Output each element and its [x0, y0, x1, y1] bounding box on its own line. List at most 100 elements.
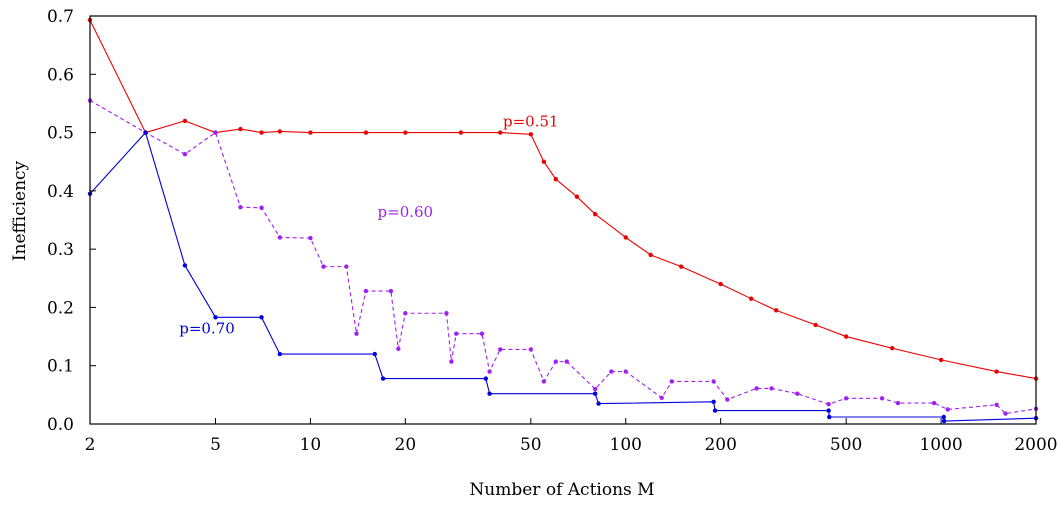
data-point	[259, 205, 264, 210]
data-point	[813, 322, 818, 328]
data-point	[659, 395, 664, 400]
data-point	[679, 264, 684, 269]
data-point	[826, 401, 831, 407]
x-tick-label: 100	[610, 435, 642, 455]
series-p-0-60	[87, 98, 1039, 416]
series-p-0-70	[87, 130, 1039, 424]
data-point	[931, 400, 937, 406]
series-label: p=0.70	[179, 320, 235, 338]
data-point	[454, 331, 459, 336]
data-point	[623, 369, 628, 374]
x-tick-label: 20	[395, 435, 417, 455]
data-point	[182, 263, 188, 268]
y-tick-label: 0.1	[47, 357, 74, 377]
data-point	[592, 391, 598, 396]
data-point	[372, 351, 377, 357]
data-point	[182, 151, 188, 157]
x-tick-label: 2	[85, 435, 96, 455]
series-labels: p=0.51 p=0.60 p=0.70	[179, 113, 558, 338]
data-point	[259, 130, 264, 135]
series-label: p=0.51	[503, 113, 559, 131]
x-tick-label: 5	[210, 435, 221, 455]
data-point	[1003, 411, 1008, 416]
data-point	[321, 264, 326, 269]
data-point	[754, 386, 759, 391]
data-point	[553, 359, 558, 364]
y-tick-label: 0.4	[47, 182, 74, 202]
data-point	[826, 408, 831, 413]
data-point	[213, 315, 218, 320]
data-point	[308, 130, 313, 135]
data-point	[895, 400, 901, 406]
data-point	[403, 311, 408, 316]
data-point	[354, 331, 359, 336]
data-point	[403, 130, 408, 135]
series-label: p=0.60	[378, 203, 434, 221]
data-point	[623, 235, 628, 240]
data-point	[213, 130, 218, 135]
data-point	[182, 118, 188, 124]
data-point	[449, 359, 454, 364]
x-tick-label: 10	[300, 435, 322, 455]
data-point	[541, 159, 547, 164]
data-point	[648, 252, 653, 258]
data-point	[574, 194, 580, 199]
data-point	[994, 369, 999, 374]
data-point	[143, 130, 148, 135]
data-point	[487, 391, 492, 396]
data-point	[596, 401, 601, 406]
data-point	[396, 346, 401, 352]
y-tick-label: 0.3	[47, 240, 74, 260]
x-axis: 2 5 10 20 50 100 200 500 1000 2000	[85, 418, 1058, 455]
x-tick-label: 200	[704, 435, 736, 455]
y-axis-title: Inefficiency	[10, 160, 30, 261]
x-tick-label: 1000	[919, 435, 962, 455]
data-point	[528, 132, 534, 137]
data-point	[669, 379, 675, 384]
data-point	[308, 235, 313, 241]
y-axis: 0.0 0.1 0.2 0.3 0.4 0.5 0.6 0.7	[47, 7, 96, 435]
plot-frame	[89, 15, 1037, 425]
data-point	[938, 357, 944, 363]
data-point	[564, 359, 569, 364]
series-line	[89, 100, 1037, 415]
data-point	[553, 177, 558, 182]
data-point	[890, 346, 895, 351]
data-point	[725, 397, 730, 402]
x-tick-label: 2000	[1014, 435, 1057, 455]
data-point	[487, 369, 492, 374]
data-point	[843, 396, 849, 401]
data-point	[994, 402, 999, 407]
x-tick-label: 500	[830, 435, 862, 455]
data-point	[592, 386, 598, 392]
data-point	[795, 391, 800, 396]
data-point	[277, 351, 283, 357]
data-point	[879, 396, 885, 401]
data-point	[363, 130, 369, 135]
data-point	[749, 296, 754, 301]
data-point	[592, 211, 598, 217]
data-point	[498, 130, 503, 135]
data-point	[498, 347, 503, 352]
x-axis-title: Number of Actions M	[469, 480, 654, 500]
y-tick-label: 0.2	[47, 298, 74, 318]
data-point	[711, 399, 716, 405]
data-point	[483, 376, 489, 381]
data-point	[479, 331, 485, 336]
data-point	[827, 414, 832, 420]
x-tick-label: 50	[520, 435, 542, 455]
series-p-0-51	[87, 17, 1039, 381]
data-point	[458, 130, 464, 135]
y-tick-label: 0.0	[47, 415, 74, 435]
data-point	[528, 347, 534, 352]
data-point	[344, 264, 349, 269]
data-point	[259, 315, 264, 320]
data-point	[941, 418, 947, 424]
data-point	[277, 235, 283, 240]
data-point	[718, 281, 723, 287]
data-point	[238, 204, 243, 210]
y-tick-label: 0.5	[47, 124, 74, 144]
data-point	[380, 376, 386, 381]
